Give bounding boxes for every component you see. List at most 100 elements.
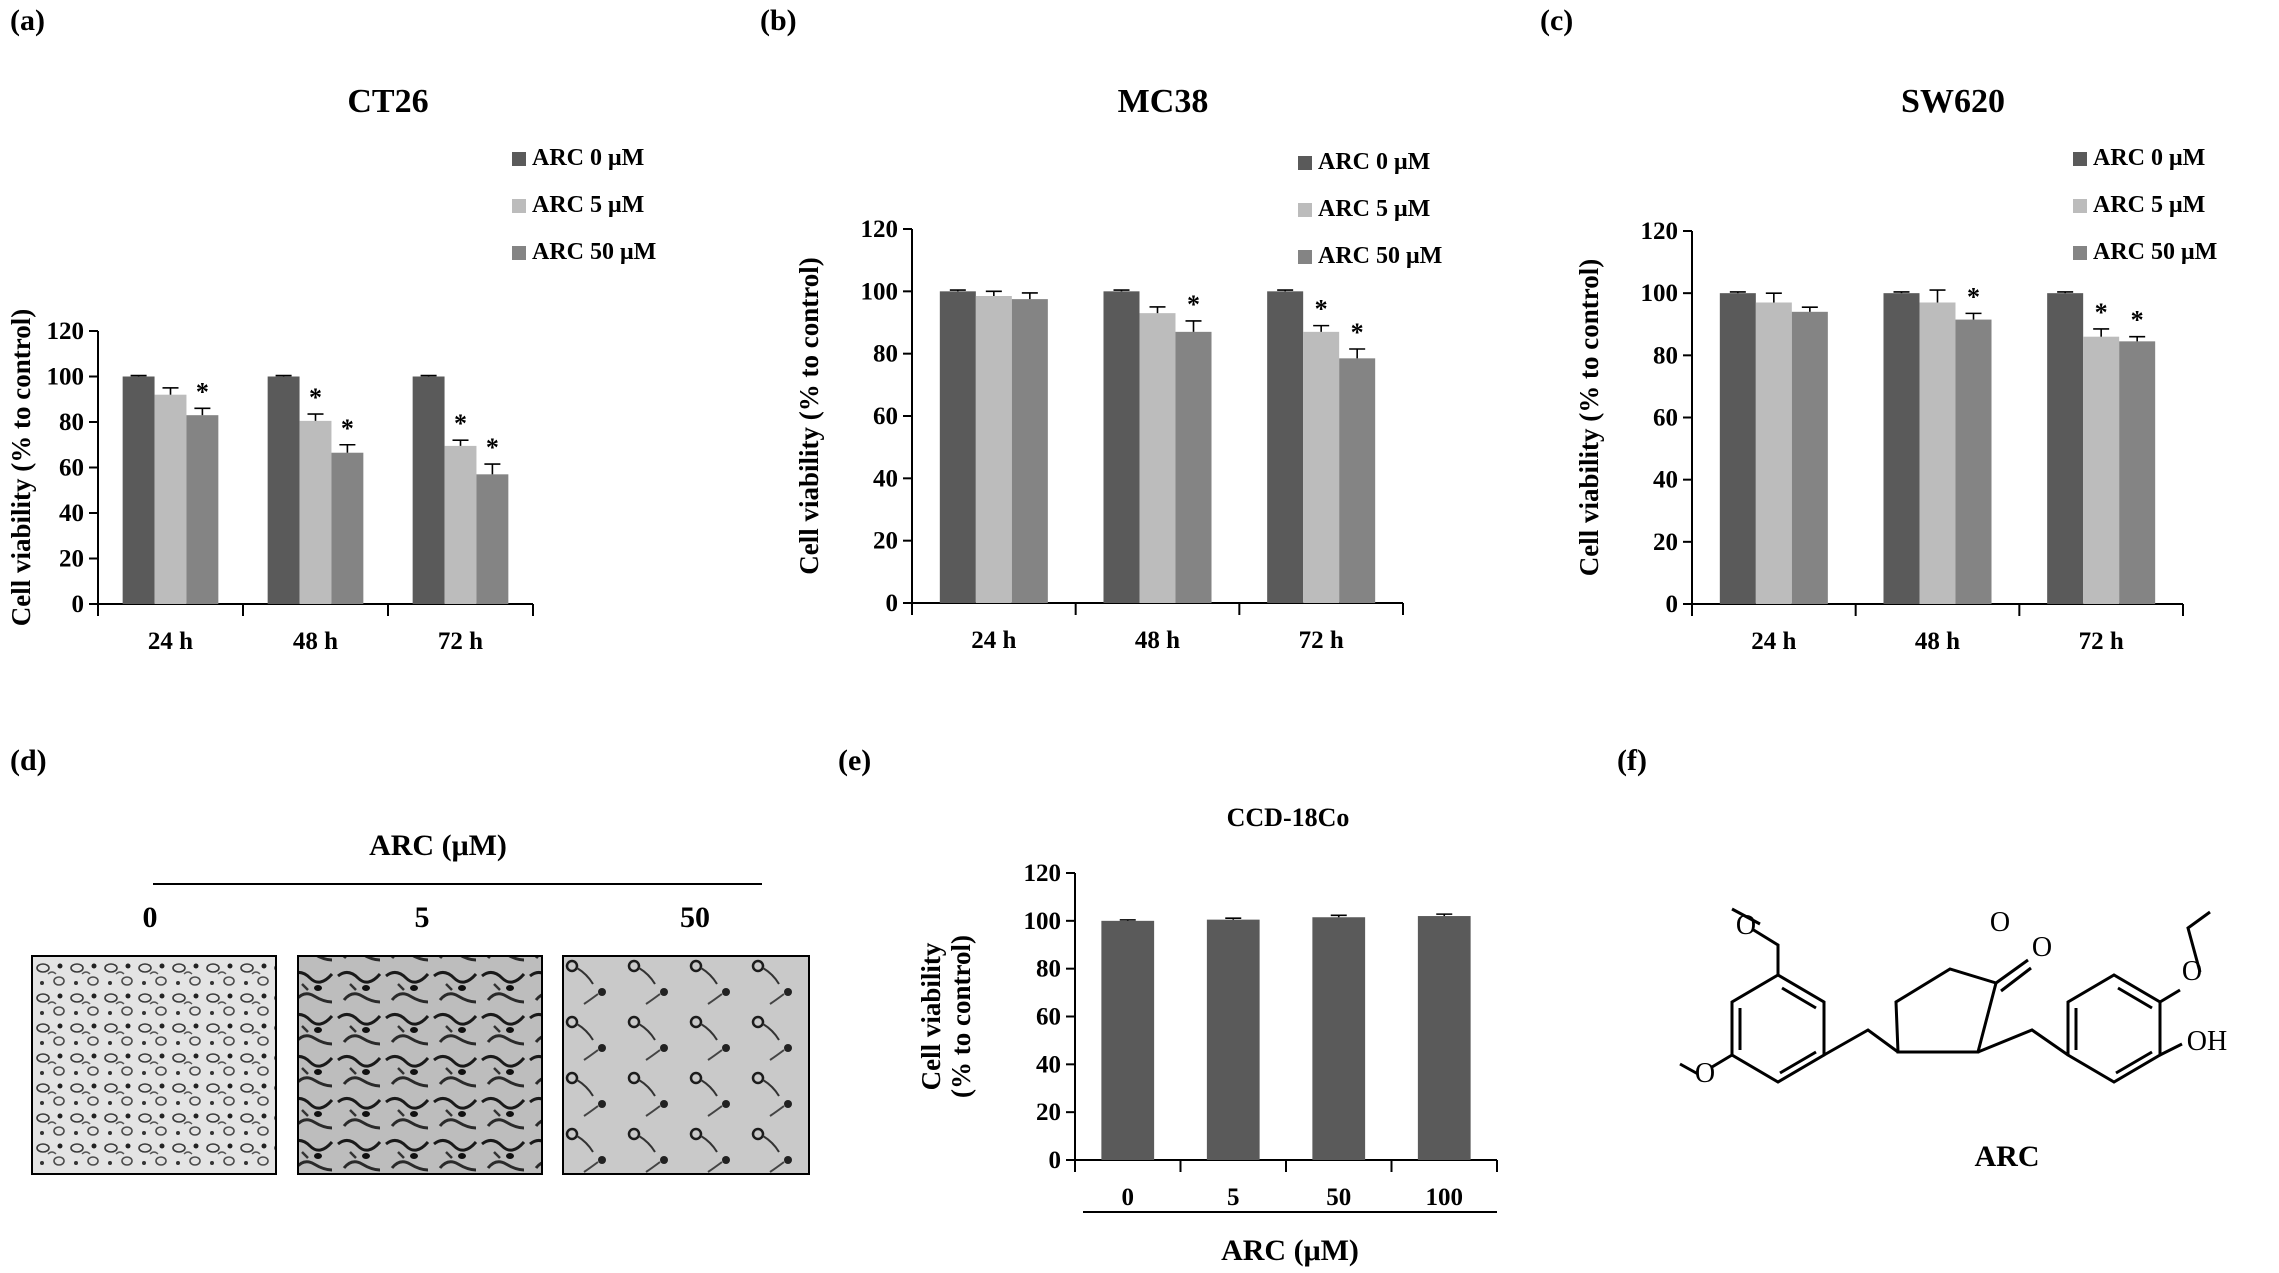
bar-b-0-2 [1267,291,1304,603]
atom-oh: OH [2187,1026,2227,1057]
left-ring-double-bonds [1738,986,1817,1075]
x-tick-label-c-1: 48 h [1915,628,1960,655]
bar-b-1-2 [1303,331,1340,603]
y-tick-label-b-20: 20 [873,528,898,555]
bar-a-1-2 [444,445,477,604]
chart-title-b: MC38 [1118,83,1209,120]
sig-star-a-1-2: * [454,409,467,438]
x-tick-label-b-2: 72 h [1299,627,1344,654]
chart-title-a: CT26 [347,83,428,120]
legend-swatch-b-0 [1298,156,1312,170]
x-tick-label-b-1: 48 h [1135,627,1180,654]
bar-e-0-2 [1312,917,1366,1160]
bar-c-2-2 [2119,341,2156,604]
panel-label-4: (e) [838,744,871,777]
y-tick-label-a-100: 100 [47,364,85,391]
sig-star-c-2-2: * [2131,306,2144,335]
bar-b-0-1 [1103,291,1140,603]
y-tick-label-a-60: 60 [59,455,84,482]
dose-label-0: 0 [143,901,158,934]
panel-label-5: (f) [1617,744,1647,777]
y-tick-label-e-20: 20 [1036,1099,1061,1126]
sig-star-a-1-1: * [309,383,322,412]
y-tick-label-b-0: 0 [886,590,899,617]
y-tick-label-c-80: 80 [1653,342,1678,369]
legend-label-a-1: ARC 5 μM [532,192,644,218]
chart-title-e: CCD-18Co [1227,803,1350,832]
chart-title-c: SW620 [1901,83,2005,120]
panel-label-1: (b) [760,4,797,37]
y-tick-label-c-100: 100 [1641,280,1679,307]
y-tick-label-a-40: 40 [59,500,84,527]
panel-d-title: ARC (μM) [369,829,507,862]
sig-star-a-2-0: * [196,377,209,406]
panel-label-0: (a) [10,4,45,37]
compound-label: ARC [1975,1140,2040,1173]
y-axis-label-e-1: (% to control) [946,935,976,1098]
chart-b: MC38 0 20 40 60 80 100 120 Cell viability (% to … [794,83,1442,654]
right-ring [2066,973,2162,1084]
panel-labels: (a) (b) (c) (d) (e) (f) [10,4,1647,777]
bar-a-2-1 [331,452,364,604]
panel-d-micrographs: ARC (μM) 0 5 50 [31,829,810,1175]
x-tick-label-a-2: 72 h [438,628,483,655]
legend-swatch-c-2 [2073,246,2087,260]
y-tick-label-b-40: 40 [873,465,898,492]
bar-b-2-2 [1339,358,1376,603]
legend-label-b-2: ARC 50 μM [1318,243,1442,269]
bar-e-0-3 [1417,916,1471,1160]
bar-e-0-1 [1206,919,1260,1160]
atom-o-4: O [2032,932,2052,963]
x-tick-label-e-0: 0 [1122,1184,1135,1211]
right-ring-double-bonds [2074,986,2153,1075]
legend-swatch-c-1 [2073,199,2087,213]
x-tick-label-c-2: 72 h [2079,628,2124,655]
y-tick-label-e-40: 40 [1036,1051,1061,1078]
y-tick-label-c-20: 20 [1653,529,1678,556]
atom-o-3: O [1990,907,2010,938]
panel-label-3: (d) [10,744,47,777]
bar-b-1-1 [1139,313,1176,603]
left-ring [1730,973,1826,1084]
dose-label-5: 5 [415,901,430,934]
sig-star-c-1-2: * [2095,298,2108,327]
y-tick-label-a-80: 80 [59,409,84,436]
sig-star-a-2-1: * [341,414,354,443]
panel-f-structure: O O O O O OH ARC [1679,907,2227,1173]
dose-label-50: 50 [680,901,710,934]
bar-c-2-0 [1791,311,1828,604]
y-tick-label-e-60: 60 [1036,1004,1061,1031]
chart-e: CCD-18Co 0 20 40 60 80 100 120 Cell viability (% … [916,803,1498,1267]
atom-o-5: O [2182,956,2202,987]
left-ch2 [1823,1028,1899,1057]
bar-a-2-2 [476,474,509,604]
y-axis-label-c: Cell viability (% to control) [1574,259,1604,576]
y-axis-label-b: Cell viability (% to control) [794,257,824,574]
y-tick-label-e-0: 0 [1049,1147,1062,1174]
charts: CT26 0 20 40 60 80 100 120 Cell viability (% to … [6,83,2217,1267]
y-tick-label-a-0: 0 [72,591,85,618]
bar-a-0-1 [267,376,300,604]
legend-label-a-0: ARC 0 μM [532,145,644,171]
micrograph-0 [31,955,277,1175]
sig-star-c-2-1: * [1967,282,1980,311]
y-tick-label-c-40: 40 [1653,467,1678,494]
bar-c-0-2 [2047,293,2084,604]
left-methoxy-bottom [1679,1053,1733,1076]
x-tick-label-a-0: 24 h [148,628,193,655]
y-axis-label-e-0: Cell viability [916,942,946,1090]
micrograph-50 [562,955,810,1175]
legend-swatch-b-2 [1298,250,1312,264]
sig-star-b-2-2: * [1351,318,1364,347]
atom-o-2: O [1695,1058,1715,1089]
legend-swatch-a-2 [512,246,526,260]
bar-c-1-0 [1755,302,1792,604]
lactone-carbonyl [1995,958,2032,993]
legend-label-c-1: ARC 5 μM [2093,192,2205,218]
bar-e-0-0 [1101,920,1155,1160]
x-tick-label-b-0: 24 h [971,627,1016,654]
legend-label-b-1: ARC 5 μM [1318,196,1430,222]
atom-o-1: O [1736,910,1756,941]
bar-c-0-0 [1719,293,1756,604]
sig-star-b-2-1: * [1187,290,1200,319]
